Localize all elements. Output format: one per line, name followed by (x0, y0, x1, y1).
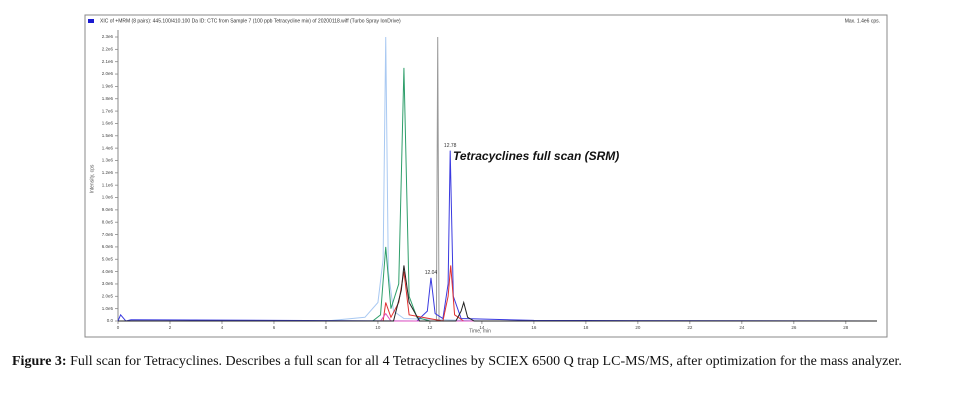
x-tick-label: 4 (221, 325, 224, 330)
peak-label: 12.78 (444, 143, 457, 149)
chart-frame (84, 14, 888, 338)
chromatogram-trace (118, 265, 877, 322)
x-tick-label: 2 (169, 325, 172, 330)
x-tick-label: 26 (791, 325, 797, 330)
x-tick-label: 16 (531, 325, 537, 330)
x-tick-label: 14 (479, 325, 485, 330)
y-tick-label: 2.1e6 (102, 59, 114, 64)
x-axis-label: Time, min (469, 328, 491, 334)
caption-text: Full scan for Tetracyclines. Describes a… (70, 354, 902, 369)
y-tick-label: 1.2e6 (102, 170, 114, 175)
y-tick-label: 2.0e5 (102, 293, 114, 298)
chart-subtitle: Max. 1.4e6 cps. (845, 18, 880, 24)
x-tick-label: 20 (635, 325, 641, 330)
y-tick-label: 2.2e6 (102, 47, 114, 52)
chart-title: XIC of +MRM (8 pairs): 445.100/410.100 D… (100, 18, 401, 24)
x-tick-label: 8 (325, 325, 328, 330)
chromatogram-trace (118, 67, 877, 322)
chart-annotation: Tetracyclines full scan (SRM) (453, 149, 619, 163)
y-tick-label: 9.0e5 (102, 207, 114, 212)
y-tick-label: 8.0e5 (102, 219, 114, 224)
y-axis-label: Intensity, cps (89, 164, 95, 193)
x-tick-label: 28 (843, 325, 849, 330)
y-tick-label: 3.0e5 (102, 281, 114, 286)
caption-label: Figure 3: (12, 354, 67, 369)
y-tick-label: 6.0e5 (102, 244, 114, 249)
chart: XIC of +MRM (8 pairs): 445.100/410.100 D… (84, 14, 888, 338)
x-tick-label: 6 (273, 325, 276, 330)
x-tick-label: 18 (583, 325, 589, 330)
x-tick-label: 10 (375, 325, 381, 330)
y-tick-label: 1.0e6 (102, 195, 114, 200)
y-tick-label: 1.6e6 (102, 121, 114, 126)
peak-label: 12.04 (425, 270, 438, 276)
x-tick-label: 24 (739, 325, 745, 330)
x-tick-label: 12 (427, 325, 433, 330)
y-tick-label: 1.3e6 (102, 158, 114, 163)
y-tick-label: 1.9e6 (102, 84, 114, 89)
y-tick-label: 1.8e6 (102, 96, 114, 101)
y-tick-label: 1.0e5 (102, 306, 114, 311)
chromatogram-trace (118, 265, 877, 322)
chromatogram-trace (118, 36, 877, 322)
figure-caption: Figure 3: Full scan for Tetracyclines. D… (12, 351, 967, 372)
y-tick-label: 2.3e6 (102, 34, 114, 39)
y-tick-label: 1.1e6 (102, 182, 114, 187)
y-tick-label: 4.0e5 (102, 269, 114, 274)
x-tick-label: 0 (117, 325, 120, 330)
y-tick-label: 1.4e6 (102, 145, 114, 150)
y-tick-label: 7.0e5 (102, 232, 114, 237)
y-tick-label: 0.0 (107, 318, 114, 323)
x-tick-label: 22 (687, 325, 693, 330)
y-tick-label: 1.5e6 (102, 133, 114, 138)
y-tick-label: 1.7e6 (102, 108, 114, 113)
y-tick-label: 2.0e6 (102, 71, 114, 76)
header-icon (88, 19, 94, 23)
y-tick-label: 5.0e5 (102, 256, 114, 261)
